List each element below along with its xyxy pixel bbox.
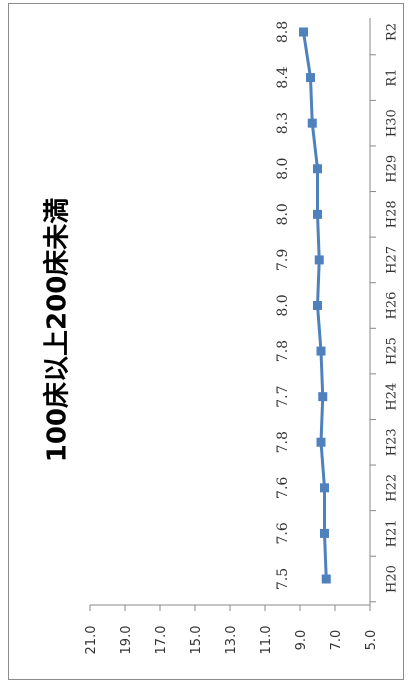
value-tick-label: 21.0 [84,626,99,655]
value-tick-label: 17.0 [154,626,169,655]
category-label: H21 [385,519,400,547]
category-label: H22 [385,474,400,502]
value-tick-label: 5.0 [364,630,379,651]
category-label: R1 [385,69,400,87]
data-point-marker [316,346,326,356]
value-tick-label: 7.0 [329,630,344,651]
data-point-marker [313,301,322,310]
data-point-marker [314,255,324,265]
data-label: 8.0 [275,294,291,316]
data-label: 7.6 [275,477,291,499]
data-point-marker [320,483,329,493]
data-label: 7.8 [275,340,291,362]
chart-frame [8,3,404,680]
data-label: 8.8 [275,21,291,43]
value-tick-label: 15.0 [189,626,204,655]
data-point-marker [318,392,328,402]
value-tick-label: 9.0 [294,630,309,651]
data-label: 7.6 [275,522,291,544]
category-label: H28 [385,200,400,228]
value-tick-label: 13.0 [224,626,239,655]
data-point-marker [313,209,322,219]
data-label: 8.4 [275,66,291,88]
data-point-marker [316,437,326,447]
data-point-marker [321,574,331,584]
series-group [299,27,331,584]
data-point-marker [313,164,322,174]
category-label: H30 [385,109,400,137]
data-label: 7.7 [275,386,291,408]
data-label: 7.9 [275,249,291,271]
data-label: 8.0 [275,158,291,180]
data-label: 7.5 [275,568,291,590]
data-point-marker [299,27,308,37]
category-label: H25 [385,337,400,365]
value-tick-label: 11.0 [259,626,274,655]
data-point-marker [320,528,329,538]
category-label: H26 [385,292,400,320]
value-tick-label: 19.0 [119,626,134,655]
data-labels: 7.5 7.6 7.6 7.8 7.7 7.8 8.0 7.9 8.0 8.0 8.3 8.4 8.8 [275,21,291,590]
data-point-marker [307,118,317,128]
data-point-marker [306,73,315,83]
category-label: H24 [385,383,400,411]
category-label: H29 [385,155,400,183]
chart-title: 100床以上200床未満 [42,198,73,463]
category-label: H23 [385,428,400,456]
category-label: H20 [385,565,400,593]
category-axis-ticks: H20 H21 H22 H23 H24 H25 H26 H27 H28 H29 H30 R1 R2 [370,23,400,603]
data-label: 8.3 [275,112,291,134]
value-axis-ticks: 5.0 7.0 9.0 11.0 13.0 15.0 17.0 19.0 21.0 [84,605,379,654]
data-label: 8.0 [275,203,291,225]
data-label: 7.8 [275,431,291,453]
category-label: R2 [385,23,400,41]
category-label: H27 [385,246,400,274]
